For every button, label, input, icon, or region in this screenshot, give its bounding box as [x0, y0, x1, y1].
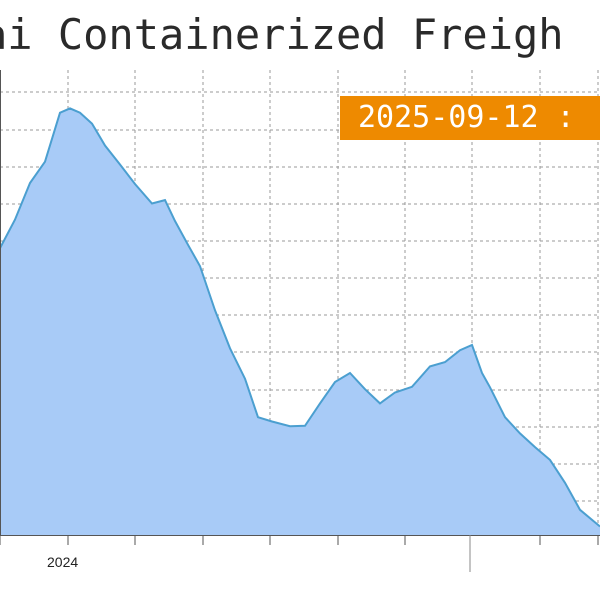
- x-tick-label-2024: 2024: [47, 554, 79, 570]
- date-tooltip-badge: 2025-09-12 :: [340, 96, 600, 140]
- series-line[interactable]: [0, 107, 600, 528]
- x-axis-ticks: [0, 535, 599, 545]
- chart-title: ai Containerized Freigh: [0, 10, 564, 59]
- series-area-fill: [0, 108, 600, 536]
